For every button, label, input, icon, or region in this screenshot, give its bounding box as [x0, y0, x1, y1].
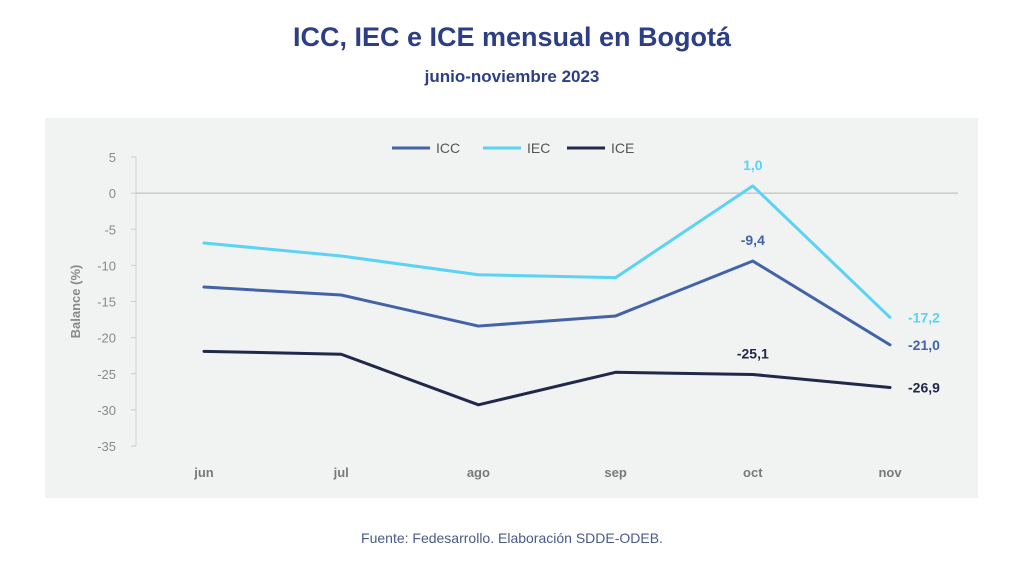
data-label-ice-oct: -25,1 — [737, 345, 769, 361]
chart-panel — [45, 118, 978, 498]
y-tick-label: 0 — [109, 186, 116, 201]
x-tick-label: jul — [333, 465, 349, 480]
data-label-icc-nov: -21,0 — [908, 337, 940, 353]
series-line-ice — [202, 349, 892, 407]
y-tick-label: -30 — [97, 403, 116, 418]
x-tick-label: oct — [743, 465, 763, 480]
data-label-ice-nov: -26,9 — [908, 379, 940, 395]
y-tick-label: 5 — [109, 150, 116, 165]
x-tick-label: sep — [604, 465, 626, 480]
series-line-iec — [202, 184, 892, 319]
x-tick-label: jun — [193, 465, 214, 480]
legend-label-iec: IEC — [527, 140, 550, 156]
y-tick-label: -35 — [97, 439, 116, 454]
series-line-icc — [202, 259, 892, 347]
data-label-icc-oct: -9,4 — [741, 232, 765, 248]
y-tick-label: -15 — [97, 295, 116, 310]
legend-label-ice: ICE — [611, 140, 634, 156]
y-tick-label: -10 — [97, 258, 116, 273]
y-tick-label: -5 — [104, 222, 116, 237]
x-tick-label: ago — [467, 465, 490, 480]
chart-title: ICC, IEC e ICE mensual en Bogotá — [292, 22, 732, 52]
chart-subtitle: junio-noviembre 2023 — [424, 67, 600, 86]
data-label-iec-nov: -17,2 — [908, 309, 940, 325]
y-axis-label: Balance (%) — [68, 265, 83, 339]
source-note: Fuente: Fedesarrollo. Elaboración SDDE-O… — [361, 530, 663, 546]
y-tick-label: -25 — [97, 367, 116, 382]
legend-label-icc: ICC — [436, 140, 460, 156]
data-label-iec-oct: 1,0 — [743, 157, 763, 173]
y-tick-label: -20 — [97, 331, 116, 346]
x-tick-label: nov — [878, 465, 902, 480]
